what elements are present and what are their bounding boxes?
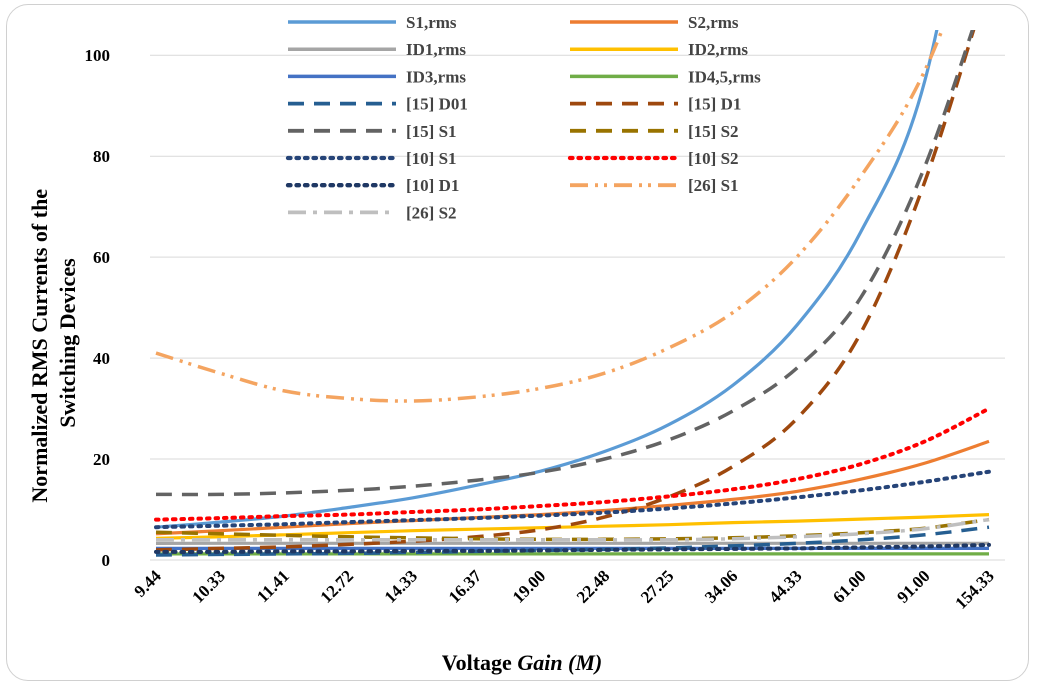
- series-line: [155, 30, 939, 529]
- legend-item: ID1,rms: [288, 40, 466, 59]
- legend-label: [10] D1: [406, 176, 459, 195]
- x-tick-label: 12.72: [317, 566, 357, 606]
- legend-label: [15] D1: [688, 95, 741, 114]
- legend-item: S2,rms: [570, 13, 739, 32]
- legend-item: [10] S2: [567, 149, 739, 168]
- legend-item: ID4,5,rms: [570, 67, 761, 86]
- x-tick-label: 154.33: [951, 566, 997, 612]
- series-line: [154, 469, 991, 530]
- legend-label: [26] S2: [406, 203, 457, 222]
- x-tick-label: 34.06: [701, 566, 741, 606]
- x-tick-label: 14.33: [381, 566, 421, 606]
- x-tick-label: 61.00: [829, 566, 869, 606]
- legend-item: ID3,rms: [288, 67, 466, 86]
- legend-label: [26] S1: [688, 176, 739, 195]
- y-axis-title: Normalized RMS Currents of the Switching…: [27, 183, 80, 502]
- legend-label: ID4,5,rms: [688, 67, 761, 86]
- y-tick-labels: 0 20 40 60 80 100: [85, 46, 111, 570]
- series-line: [154, 542, 991, 554]
- y-tick-label: 100: [85, 46, 111, 65]
- y-tick-label: 60: [93, 248, 110, 267]
- x-tick-label: 22.48: [573, 566, 613, 606]
- legend-label: ID2,rms: [688, 40, 748, 59]
- legend-label: [15] D01: [406, 95, 468, 114]
- y-tick-label: 40: [93, 349, 110, 368]
- x-tick-label: 19.00: [509, 566, 549, 606]
- series-line: [155, 30, 944, 403]
- legend-item: [15] S2: [570, 122, 739, 141]
- legend-label: [15] S1: [406, 122, 457, 141]
- legend-label: [10] S1: [406, 149, 457, 168]
- chart-frame: [6, 4, 1029, 681]
- x-tick-label: 10.33: [188, 566, 228, 606]
- legend-label: [15] S2: [688, 122, 739, 141]
- legend-item: S1,rms: [288, 13, 457, 32]
- legend-item: ID2,rms: [570, 40, 748, 59]
- x-tick-label: 9.44: [130, 566, 165, 601]
- x-tick-label: 11.41: [253, 566, 293, 606]
- legend-item: [26] S1: [570, 176, 739, 195]
- x-axis-title: Voltage Gain (M): [442, 650, 603, 675]
- x-tick-label: 91.00: [893, 566, 933, 606]
- legend-label: ID1,rms: [406, 40, 466, 59]
- x-tick-label: 44.33: [765, 566, 805, 606]
- legend-item: [26] S2: [288, 203, 457, 222]
- y-tick-label: 0: [102, 551, 111, 570]
- legend-item: [15] D01: [288, 95, 468, 114]
- legend-label: ID3,rms: [406, 67, 466, 86]
- series-line: [155, 30, 975, 497]
- series-line: [154, 406, 991, 522]
- series-line: [155, 517, 990, 542]
- x-tick-labels: 9.44 10.33 11.41 12.72 14.33 16.37 19.00 22.48 2…: [130, 566, 997, 613]
- legend-item: [15] D1: [570, 95, 741, 114]
- legend-label: S1,rms: [406, 13, 457, 32]
- legend-label: [10] S2: [688, 149, 739, 168]
- x-tick-label: 27.25: [637, 566, 677, 606]
- x-tick-label: 16.37: [445, 566, 486, 607]
- legend-item: [10] D1: [285, 176, 459, 195]
- legend: S1,rms S2,rms ID1,rms ID2,rms ID3,rms ID4,5,r…: [285, 13, 761, 222]
- legend-label: S2,rms: [688, 13, 739, 32]
- legend-item: [15] S1: [288, 122, 457, 141]
- y-tick-label: 80: [93, 147, 110, 166]
- legend-item: [10] S1: [285, 149, 457, 168]
- y-tick-label: 20: [93, 450, 110, 469]
- series-layer: [154, 30, 991, 557]
- series-line: [155, 517, 990, 542]
- series-line: [155, 30, 976, 552]
